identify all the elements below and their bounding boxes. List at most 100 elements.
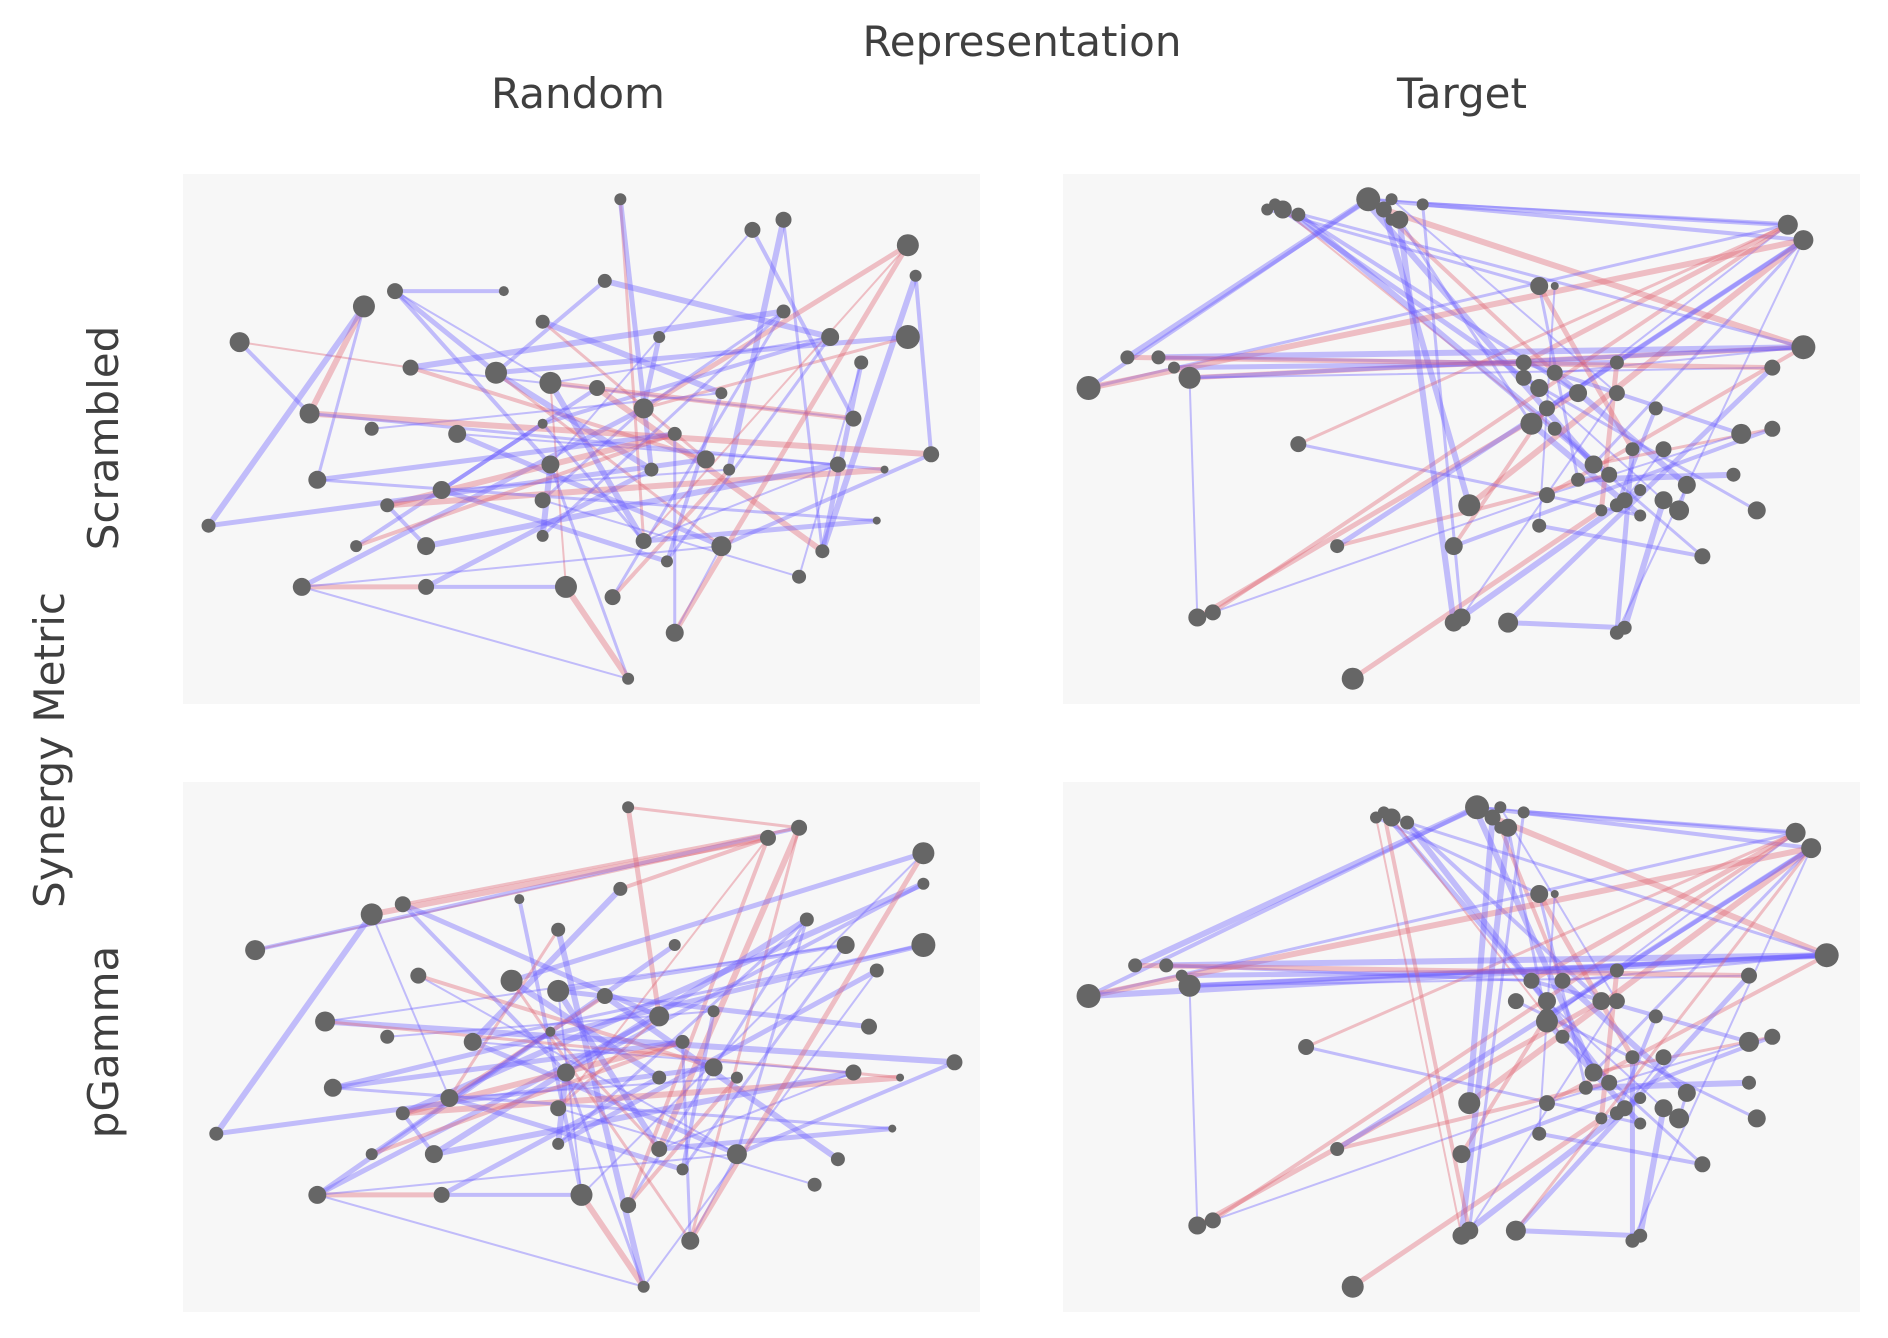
positive-edge [448, 1076, 738, 1099]
negative-edge [447, 928, 560, 1100]
negative-edge [556, 1014, 661, 1110]
network-node [744, 221, 761, 238]
panels-group [183, 174, 1860, 1312]
positive-edge [509, 850, 926, 984]
negative-edge [238, 341, 412, 369]
network-node [1204, 1212, 1221, 1229]
network-node [1571, 472, 1586, 487]
positive-edge [1561, 1035, 1704, 1166]
network-node [1654, 491, 1673, 510]
network-node [424, 1145, 443, 1164]
positive-edge [369, 1029, 553, 1157]
network-node [668, 939, 681, 951]
network-node [888, 1124, 897, 1133]
network-node [1120, 350, 1135, 365]
negative-edge [1210, 830, 1798, 1223]
network-node [723, 463, 736, 476]
positive-edge [642, 310, 786, 410]
network-node [1764, 359, 1781, 376]
positive-edge [1086, 805, 1480, 998]
network-node [1460, 1221, 1479, 1240]
positive-edge [539, 318, 725, 397]
y-axis-label: Synergy Metric [25, 592, 74, 908]
positive-edge [1188, 366, 1774, 379]
network-node [554, 575, 577, 598]
negative-edge [1335, 1080, 1612, 1151]
network-node [776, 304, 791, 319]
positive-edge [1164, 963, 1533, 983]
positive-edge [540, 335, 833, 426]
negative-edge [1489, 814, 1830, 959]
positive-edge [354, 421, 545, 549]
negative-edge [625, 804, 662, 1019]
network-node [911, 933, 936, 957]
network-node [1634, 1092, 1647, 1104]
panel-scrambled-random [183, 174, 980, 704]
positive-edge [1460, 392, 1618, 619]
network-node [1601, 466, 1618, 483]
negative-edge [642, 335, 910, 410]
positive-edge [330, 942, 926, 1091]
network-node [1178, 366, 1201, 389]
positive-edge [409, 366, 855, 420]
positive-edge [1614, 406, 1658, 508]
positive-edge [1458, 1095, 1644, 1239]
network-node [1793, 230, 1814, 251]
network-node [681, 1231, 700, 1250]
negative-edge [1521, 222, 1791, 365]
network-node [1738, 1031, 1759, 1052]
network-node [622, 801, 635, 814]
negative-edge [610, 467, 732, 600]
network-node [1625, 442, 1640, 457]
positive-edge [681, 943, 848, 1171]
network-node [637, 1280, 650, 1293]
network-node [1814, 943, 1839, 968]
positive-edge [1366, 197, 1806, 243]
positive-edge [423, 467, 654, 590]
network-node [1595, 504, 1608, 517]
network-node [1291, 207, 1306, 222]
network-node [845, 410, 862, 427]
positive-edge [1451, 426, 1775, 549]
positive-edge [1405, 820, 1604, 1004]
positive-edge [665, 335, 832, 563]
network-node [1609, 1106, 1624, 1121]
positive-edge [641, 334, 662, 411]
network-node [799, 912, 814, 927]
positive-edge [1592, 238, 1805, 466]
network-node [1633, 1228, 1648, 1243]
positive-edge [470, 1039, 740, 1157]
positive-edge [1615, 239, 1805, 634]
positive-edge [726, 216, 787, 473]
network-node [909, 269, 922, 282]
panel-background [183, 174, 980, 704]
network-node [1669, 1108, 1690, 1129]
network-node [707, 1005, 720, 1018]
negative-edge [1187, 344, 1806, 381]
positive-edge [541, 499, 801, 578]
positive-edge [1559, 977, 1690, 1096]
positive-edge [734, 1060, 957, 1157]
positive-edge [1538, 387, 1665, 502]
network-node [1530, 379, 1549, 397]
network-node [1188, 608, 1207, 627]
negative-edge [416, 973, 716, 1070]
positive-edge [611, 310, 786, 599]
positive-edge [1614, 1014, 1658, 1116]
positive-edge [471, 1040, 855, 1074]
network-node [665, 623, 684, 642]
network-node [1330, 539, 1345, 554]
network-node [1609, 963, 1624, 978]
positive-edge [1637, 1105, 1667, 1239]
network-node [1151, 350, 1166, 365]
network-node [463, 1032, 482, 1051]
negative-edge [1514, 846, 1813, 1233]
network-node [1584, 1063, 1603, 1082]
network-node [651, 1141, 668, 1157]
positive-edge [642, 969, 878, 1288]
positive-edge [1124, 196, 1372, 361]
positive-edge [430, 1069, 857, 1158]
network-node [704, 1058, 723, 1077]
positive-edge [316, 1153, 738, 1196]
network-node [1452, 608, 1471, 627]
